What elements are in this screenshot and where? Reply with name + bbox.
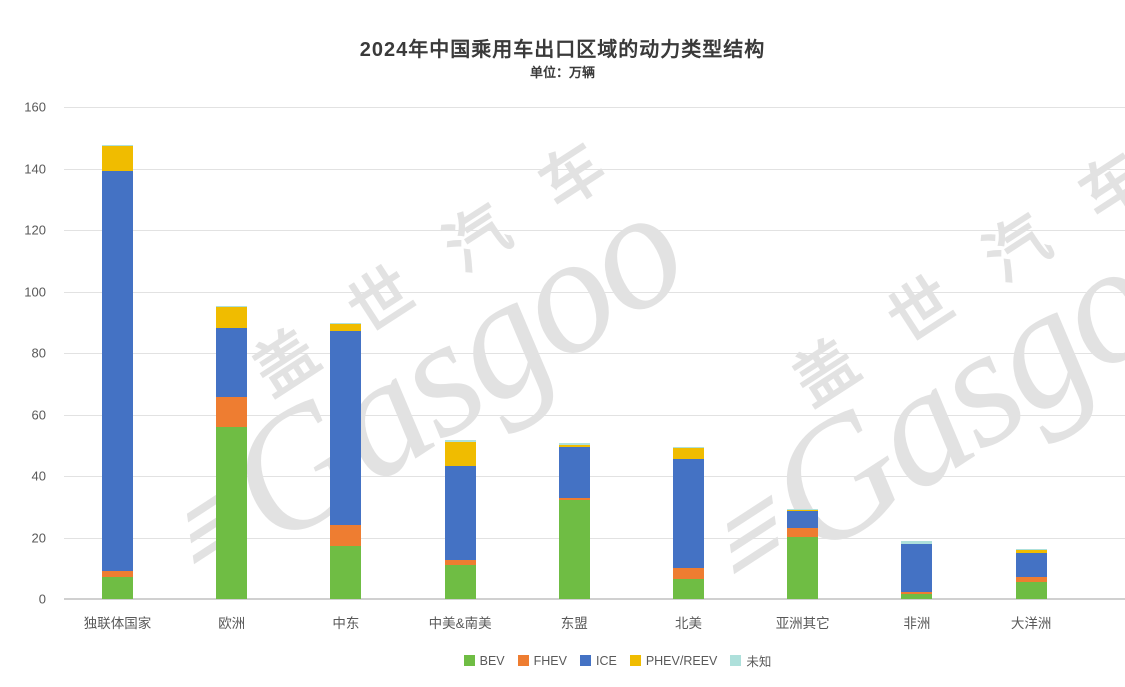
x-axis-category-label: 亚洲其它 — [775, 616, 830, 631]
legend-marker-icon — [463, 655, 475, 666]
bar-segment-BEV-欧洲 — [216, 426, 248, 599]
bar-segment-BEV-中东 — [330, 545, 362, 599]
bar-segment-FHEV-北美 — [673, 568, 704, 580]
bar-segment-未知-非洲 — [901, 540, 933, 544]
bar-segment-FHEV-中东 — [330, 525, 362, 546]
x-axis-category-label: 中东 — [332, 616, 360, 631]
x-axis-category-label: 大洋洲 — [1010, 616, 1052, 631]
bar-segment-PHEV/REEV-独联体国家 — [102, 146, 133, 172]
chart-unit-subtitle: 单位：万辆 — [529, 65, 595, 80]
x-axis-category-label: 非洲 — [903, 616, 931, 631]
legend: BEV FHEV ICE PHEV/REEV 未知 — [55, 651, 1125, 670]
bar-segment-PHEV/REEV-亚洲其它 — [787, 509, 819, 511]
bar-segment-未知-东盟 — [558, 442, 590, 445]
gridline-y20 — [64, 537, 1125, 539]
x-axis-category-label: 欧洲 — [218, 616, 246, 631]
bar-segment-BEV-非洲 — [901, 594, 933, 599]
y-axis-tick-label: 140 — [24, 161, 46, 176]
bar-segment-FHEV-中美&南美 — [444, 560, 476, 565]
bar-segment-未知-中美&南美 — [444, 440, 476, 442]
legend-label: FHEV — [533, 653, 567, 668]
bar-segment-ICE-亚洲其它 — [787, 510, 819, 528]
legend-item-BEV: BEV — [463, 653, 505, 668]
bar-segment-未知-亚洲其它 — [787, 508, 819, 510]
legend-label: PHEV/REEV — [645, 653, 718, 668]
legend-marker-icon — [517, 655, 529, 666]
y-axis-tick-label: 20 — [31, 530, 46, 545]
legend-label: 未知 — [746, 655, 772, 669]
x-axis-category-label: 北美 — [675, 616, 702, 631]
bar-segment-PHEV/REEV-北美 — [673, 448, 704, 459]
gridline-y40 — [64, 476, 1125, 477]
x-axis-category-label: 中美&南美 — [428, 616, 492, 631]
bar-segment-PHEV/REEV-中美&南美 — [444, 441, 476, 467]
bar-segment-FHEV-非洲 — [901, 591, 933, 595]
y-axis-tick-label: 100 — [24, 284, 46, 299]
y-axis-tick-label: 60 — [31, 407, 46, 422]
legend-label: ICE — [595, 653, 617, 668]
bar-segment-未知-大洋洲 — [1015, 548, 1047, 550]
y-axis-tick-label: 80 — [31, 345, 46, 361]
y-axis-tick-label: 0 — [38, 591, 46, 607]
bar-segment-BEV-中美&南美 — [444, 564, 476, 599]
legend-item-FHEV: FHEV — [517, 653, 567, 668]
bar-segment-ICE-独联体国家 — [102, 171, 133, 572]
bar-segment-PHEV/REEV-中东 — [330, 323, 362, 332]
bar-segment-未知-中东 — [330, 322, 362, 324]
gridline-y140 — [64, 168, 1125, 170]
gridline-y100 — [64, 291, 1125, 293]
bar-segment-FHEV-大洋洲 — [1015, 576, 1047, 582]
gridline-y80 — [64, 353, 1125, 354]
y-axis-tick-label: 160 — [24, 99, 46, 115]
bar-segment-BEV-亚洲其它 — [787, 537, 819, 599]
bar-segment-BEV-东盟 — [558, 500, 590, 599]
bar-segment-BEV-北美 — [673, 579, 704, 599]
bar-segment-ICE-欧洲 — [216, 328, 248, 397]
bar-segment-FHEV-亚洲其它 — [787, 527, 819, 538]
x-axis-category-label: 东盟 — [560, 616, 588, 631]
bar-segment-FHEV-欧洲 — [216, 396, 248, 427]
y-axis-tick-label: 40 — [31, 468, 46, 484]
gridline-y160 — [64, 107, 1125, 108]
legend-marker-icon — [629, 655, 641, 666]
bar-segment-FHEV-东盟 — [558, 497, 590, 501]
bar-segment-ICE-中美&南美 — [444, 466, 476, 561]
legend-item-PHEV/REEV: PHEV/REEV — [629, 653, 718, 668]
legend-item-未知: 未知 — [730, 651, 771, 670]
bar-segment-FHEV-独联体国家 — [102, 571, 133, 577]
bar-segment-ICE-中东 — [330, 331, 362, 526]
bar-segment-ICE-大洋洲 — [1015, 552, 1047, 577]
chart-title: 2024年中国乘用车出口区域的动力类型结构 — [359, 39, 766, 61]
bar-segment-PHEV/REEV-欧洲 — [216, 307, 248, 329]
bar-segment-BEV-大洋洲 — [1015, 581, 1047, 599]
gridline-y60 — [64, 414, 1125, 416]
plot-area: 0 20 40 60 80 100 120 140 160 — [0, 100, 1125, 607]
legend-item-ICE: ICE — [579, 653, 617, 668]
legend-marker-icon — [579, 655, 591, 666]
legend-marker-icon — [730, 655, 742, 666]
legend-label: BEV — [479, 653, 505, 668]
bar-segment-PHEV/REEV-大洋洲 — [1015, 549, 1047, 553]
bar-segment-ICE-东盟 — [558, 447, 590, 498]
bar-segment-未知-北美 — [673, 447, 704, 449]
bar-segment-ICE-北美 — [673, 458, 704, 569]
bar-segment-PHEV/REEV-东盟 — [558, 444, 590, 448]
bar-segment-ICE-非洲 — [901, 543, 933, 592]
gridline-y120 — [64, 230, 1125, 231]
bar-segment-BEV-独联体国家 — [102, 576, 133, 599]
y-axis-tick-label: 120 — [24, 222, 46, 238]
bar-segment-未知-独联体国家 — [102, 144, 133, 147]
bar-segment-未知-欧洲 — [216, 305, 248, 308]
gridline-y0 — [64, 598, 1125, 600]
x-axis-category-label: 独联体国家 — [83, 616, 152, 631]
